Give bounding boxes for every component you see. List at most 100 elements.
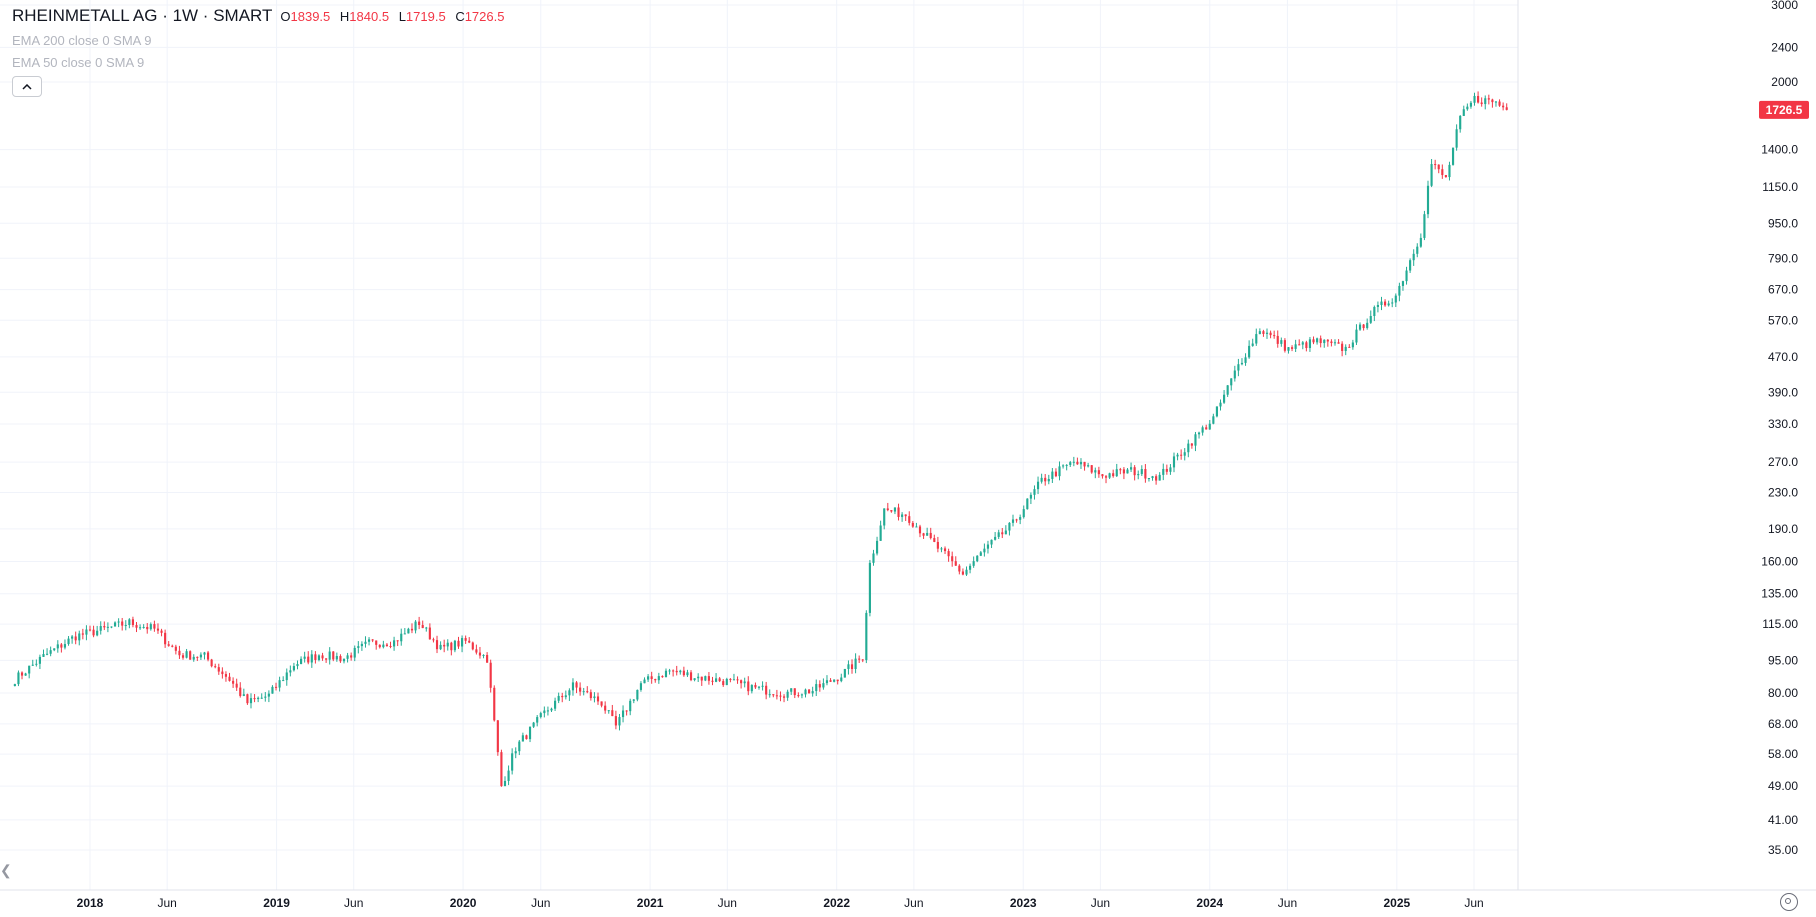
candle-body	[1101, 474, 1104, 477]
candle-body	[650, 676, 653, 680]
candle-body	[224, 674, 228, 677]
candle-body	[1022, 509, 1025, 518]
candle-body	[181, 655, 185, 658]
candle-body	[1387, 303, 1390, 306]
candle-body	[732, 679, 736, 681]
candle-body	[1151, 476, 1154, 479]
candle-body	[743, 681, 746, 684]
settings-icon[interactable]	[1780, 893, 1798, 911]
price-tick-label: 570.0	[1768, 313, 1798, 327]
candle-body	[185, 651, 188, 658]
candle-body	[142, 626, 145, 628]
candle-body	[1158, 474, 1161, 481]
candle-body	[621, 710, 625, 718]
candle-body	[951, 556, 954, 562]
time-tick-label: 2021	[637, 896, 664, 910]
price-tick-label: 270.0	[1768, 455, 1798, 469]
candle-body	[353, 647, 356, 658]
candle-body	[28, 665, 31, 674]
candle-body	[278, 680, 281, 688]
candle-body	[1469, 102, 1473, 107]
candle-body	[554, 700, 557, 709]
candle-body	[1065, 464, 1068, 466]
candle-body	[217, 667, 220, 672]
collapse-legend-button[interactable]	[12, 76, 42, 97]
candle-body	[979, 552, 982, 556]
candle-body	[49, 650, 52, 654]
candle-body	[1169, 467, 1172, 472]
candle-body	[378, 644, 381, 648]
candle-body	[765, 685, 768, 695]
candle-body	[883, 508, 886, 526]
candle-body	[861, 659, 864, 661]
candle-body	[1398, 285, 1401, 296]
candle-body	[321, 655, 324, 659]
candle-body	[74, 636, 77, 641]
price-tick-label: 2400	[1771, 40, 1798, 54]
candle-body	[164, 632, 167, 645]
candle-body	[722, 681, 725, 686]
time-tick-label: Jun	[904, 896, 923, 910]
price-tick-label: 950.0	[1768, 216, 1798, 230]
candle-body	[1455, 129, 1458, 148]
candle-body	[385, 644, 389, 646]
candle-body	[729, 678, 732, 680]
candle-body	[1147, 478, 1151, 480]
candle-body	[1112, 473, 1115, 477]
candle-body	[579, 687, 582, 692]
candle-body	[92, 629, 95, 636]
candle-body	[1004, 530, 1007, 535]
candle-body	[647, 676, 650, 680]
candle-body	[707, 676, 710, 681]
candle-body	[1502, 105, 1505, 108]
symbol-title[interactable]: RHEINMETALL AG · 1W · SMART	[12, 6, 273, 25]
candle-body	[196, 656, 199, 658]
candle-body	[1341, 343, 1344, 351]
candle-body	[890, 510, 893, 512]
indicator-ema-50[interactable]: EMA 50 close 0 SMA 9	[12, 55, 145, 70]
candle-body	[922, 533, 925, 536]
candle-body	[260, 697, 263, 699]
candle-body	[1401, 281, 1405, 286]
time-axis[interactable]: 2018 Jun 2019 Jun 2020 Jun 2021 Jun 2022 Jun 2023 J…	[0, 889, 1816, 910]
candle-body	[371, 639, 374, 641]
candle-body	[1434, 164, 1437, 166]
candle-body	[994, 536, 997, 540]
candle-body	[339, 656, 342, 662]
price-tick-label: 115.00	[1762, 617, 1798, 631]
candle-body	[1180, 454, 1183, 456]
candle-body	[714, 678, 718, 682]
candle-body	[460, 638, 464, 647]
candle-body	[1069, 462, 1072, 465]
candle-body	[1183, 452, 1186, 456]
indicator-ema-200[interactable]: EMA 200 close 0 SMA 9	[12, 33, 152, 48]
candle-body	[1244, 357, 1247, 363]
candle-body	[289, 670, 292, 673]
candle-body	[940, 548, 943, 550]
candle-body	[453, 640, 456, 651]
scroll-left-icon[interactable]: ❮	[0, 862, 12, 878]
candle-body	[13, 684, 16, 687]
price-axis[interactable]: 35.00 41.00 49.00 58.00 68.00 80.00 95.00 115.0…	[1517, 0, 1798, 890]
candle-body	[396, 640, 399, 642]
candle-body	[1426, 185, 1430, 215]
price-tick-label: 68.00	[1768, 717, 1798, 731]
candle-body	[536, 717, 539, 723]
candle-body	[1290, 347, 1294, 349]
candle-body	[872, 553, 875, 563]
candle-body	[471, 642, 474, 650]
last-price-label: 1726.5	[1766, 103, 1803, 117]
price-tick-label: 1400.0	[1761, 143, 1798, 157]
candle-body	[961, 571, 964, 575]
candle-body	[239, 687, 242, 696]
candle-body	[976, 555, 979, 562]
candle-body	[768, 694, 771, 696]
candle-body	[689, 672, 693, 681]
low-value: 1719.5	[405, 9, 446, 24]
candle-body	[782, 696, 786, 698]
candle-body	[983, 548, 986, 553]
candle-body	[800, 694, 804, 696]
candle-body	[1283, 340, 1286, 351]
candle-body	[1305, 342, 1308, 349]
